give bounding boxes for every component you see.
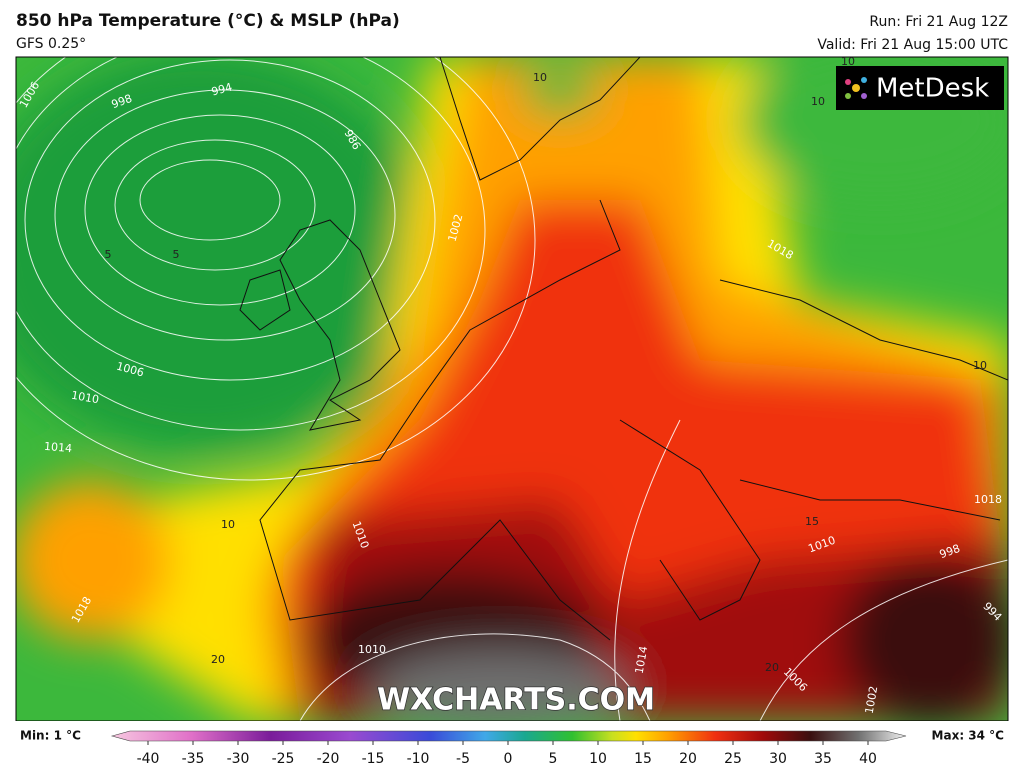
isobar-label: 1010 bbox=[358, 643, 386, 656]
colorbar-tick-label: -40 bbox=[137, 751, 160, 767]
isotherm-label: 20 bbox=[211, 653, 225, 666]
isobar-label: 1010 bbox=[70, 389, 100, 407]
colorbar-max: Max: 34 °C bbox=[932, 729, 1005, 743]
map-field bbox=[16, 57, 1008, 721]
colorbar-tick-label: 20 bbox=[679, 751, 697, 767]
logo-box bbox=[836, 66, 1004, 110]
isobar-label: 994 bbox=[210, 81, 234, 99]
colorbar-tick-label: 35 bbox=[814, 751, 832, 767]
isotherm-label: 10 bbox=[533, 71, 547, 84]
colorbar-tick-label: 15 bbox=[634, 751, 652, 767]
colorbar bbox=[110, 730, 907, 742]
isotherm-label: 10 bbox=[841, 55, 855, 68]
model-name: GFS 0.25° bbox=[16, 36, 86, 52]
colorbar-min: Min: 1 °C bbox=[20, 729, 81, 743]
isobar-label: 1014 bbox=[44, 440, 73, 455]
colorbar-tick-label: -30 bbox=[227, 751, 250, 767]
isotherm-label: 20 bbox=[765, 661, 779, 674]
colorbar-tick-label: -35 bbox=[182, 751, 205, 767]
colorbar-tick-label: 30 bbox=[769, 751, 787, 767]
isobar-label: 1014 bbox=[633, 645, 651, 675]
isotherm-label: 10 bbox=[973, 359, 987, 372]
logo-text: MetDesk bbox=[876, 74, 989, 104]
isotherm-label: 10 bbox=[811, 95, 825, 108]
colorbar-tick-label: -20 bbox=[317, 751, 340, 767]
colorbar-tick-label: 0 bbox=[504, 751, 513, 767]
watermark: WXCHARTS.COM bbox=[377, 683, 655, 718]
valid-time: Valid: Fri 21 Aug 15:00 UTC bbox=[817, 37, 1008, 53]
logo-icon bbox=[845, 77, 867, 99]
colorbar-tick-label: 25 bbox=[724, 751, 742, 767]
isotherm-label: 10 bbox=[221, 518, 235, 531]
isotherm-label: 5 bbox=[105, 248, 112, 261]
isotherm-label: 15 bbox=[805, 515, 819, 528]
colorbar-tick-label: 5 bbox=[549, 751, 558, 767]
colorbar-tick-label: -5 bbox=[456, 751, 470, 767]
run-time: Run: Fri 21 Aug 12Z bbox=[869, 14, 1008, 30]
colorbar-tick-label: 10 bbox=[589, 751, 607, 767]
isobar-label: 1002 bbox=[863, 685, 881, 715]
colorbar-tick-label: -15 bbox=[362, 751, 385, 767]
map-title: 850 hPa Temperature (°C) & MSLP (hPa) bbox=[16, 11, 400, 31]
colorbar-tick-label: 40 bbox=[859, 751, 877, 767]
colorbar-tick-label: -25 bbox=[272, 751, 295, 767]
colorbar-tick-label: -10 bbox=[407, 751, 430, 767]
isotherm-label: 5 bbox=[173, 248, 180, 261]
isobar-label: 1018 bbox=[974, 493, 1002, 506]
